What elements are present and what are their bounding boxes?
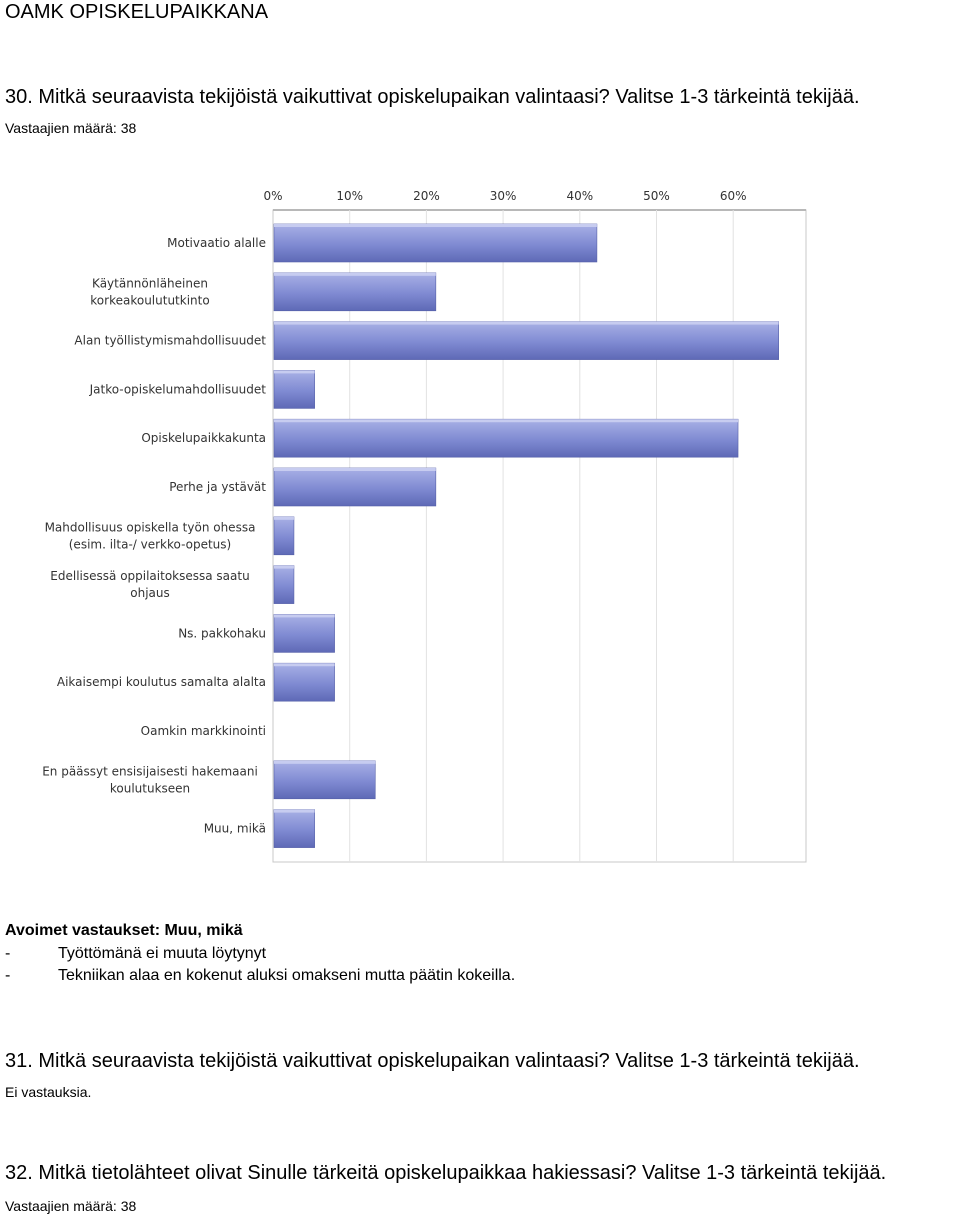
bar	[273, 614, 335, 653]
bar-highlight	[274, 468, 436, 471]
bar-chart: 0% 10% 20% 30% 40% 50% 60% Motivaatio alalle Kä…	[42, 189, 807, 863]
category-label: Muu, mikä	[204, 822, 266, 836]
plot-area	[272, 209, 807, 863]
question-31-no-answers: Ei vastauksia.	[5, 1084, 92, 1100]
category-label: koulutukseen	[110, 781, 190, 795]
category-label: Aikaisempi koulutus samalta alalta	[57, 675, 266, 689]
bar-highlight	[274, 321, 779, 325]
category-label: En päässyt ensisijaisesti hakemaani	[42, 764, 258, 778]
bar	[273, 321, 779, 360]
x-tick-label: 0%	[263, 189, 282, 203]
bar-highlight	[274, 272, 436, 276]
bar	[273, 760, 376, 800]
category-label: Käytännönläheinen	[92, 276, 208, 290]
question-30-chart: 0% 10% 20% 30% 40% 50% 60% Motivaatio alalle Kä…	[0, 180, 960, 880]
category-label: Alan työllistymismahdollisuudet	[74, 334, 266, 348]
category-label: Perhe ja ystävät	[169, 480, 266, 494]
x-tick-label: 50%	[643, 189, 670, 203]
category-label: (esim. ilta-/ verkko-opetus)	[69, 537, 231, 551]
category-label: Motivaatio alalle	[167, 236, 266, 250]
bar-highlight	[274, 419, 739, 423]
bar	[273, 516, 295, 556]
category-label: korkeakoulututkinto	[90, 293, 209, 307]
bar	[273, 223, 598, 263]
question-32-respondent-count: Vastaajien määrä: 38	[5, 1198, 137, 1214]
open-answer-text: Tekniikan alaa en kokenut aluksi omaksen…	[58, 967, 516, 984]
bar-highlight	[274, 516, 294, 520]
bar	[273, 370, 315, 409]
question-30-respondent-count: Vastaajien määrä: 38	[5, 120, 137, 136]
bar	[273, 272, 437, 312]
category-label: Jatko-opiskelumahdollisuudet	[89, 382, 267, 396]
open-answer-text: Työttömänä ei muuta löytynyt	[58, 945, 267, 962]
bar-highlight	[274, 809, 315, 813]
category-label: Oamkin markkinointi	[141, 724, 266, 738]
list-dash: -	[5, 967, 11, 984]
question-31-title: 31. Mitkä seuraavista tekijöistä vaikutt…	[5, 1050, 860, 1072]
list-dash: -	[5, 945, 11, 962]
bar	[273, 418, 739, 458]
bar	[273, 809, 315, 848]
x-tick-label: 60%	[720, 189, 747, 203]
x-tick-label: 10%	[336, 189, 363, 203]
bar-highlight	[274, 370, 315, 374]
bar-highlight	[274, 760, 376, 764]
category-label: Edellisessä oppilaitoksessa saatu	[50, 569, 249, 583]
bar	[273, 662, 335, 702]
question-30-title: 30. Mitkä seuraavista tekijöistä vaikutt…	[5, 86, 860, 108]
page-title: OAMK OPISKELUPAIKKANA	[5, 1, 269, 23]
bar-highlight	[274, 614, 335, 618]
open-answers-heading: Avoimet vastaukset: Muu, mikä	[5, 922, 243, 939]
category-label: ohjaus	[130, 586, 170, 600]
bar-highlight	[274, 224, 597, 227]
bar-highlight	[274, 663, 335, 667]
x-tick-label: 30%	[490, 189, 517, 203]
bar-highlight	[274, 565, 294, 569]
question-32-title: 32. Mitkä tietolähteet olivat Sinulle tä…	[5, 1162, 887, 1184]
x-tick-label: 20%	[413, 189, 440, 203]
bar	[273, 467, 437, 507]
category-label: Opiskelupaikkakunta	[141, 431, 266, 445]
bar	[273, 565, 295, 604]
category-label: Ns. pakkohaku	[178, 626, 266, 640]
x-tick-label: 40%	[566, 189, 593, 203]
open-answer-item: - Työttömänä ei muuta löytynyt	[5, 945, 266, 963]
category-label: Mahdollisuus opiskella työn ohessa	[45, 520, 256, 534]
open-answer-item: - Tekniikan alaa en kokenut aluksi omakse…	[5, 967, 515, 985]
